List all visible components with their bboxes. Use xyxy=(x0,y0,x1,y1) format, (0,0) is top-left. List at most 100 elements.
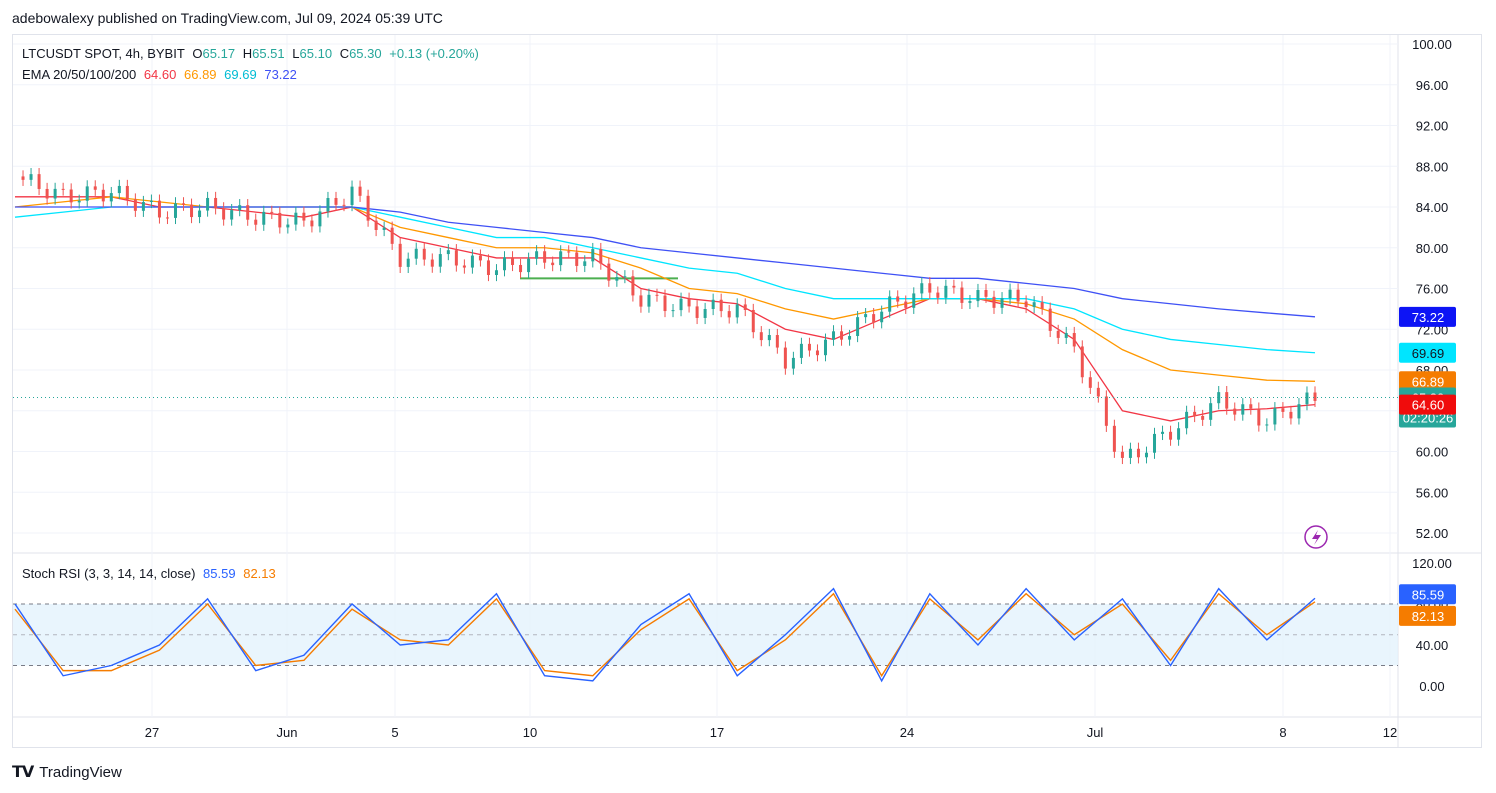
candle-body xyxy=(198,210,202,218)
price-badge-label: 69.69 xyxy=(1412,346,1445,361)
candle-body xyxy=(206,197,210,211)
candle-body xyxy=(807,343,811,351)
candle-body xyxy=(1064,333,1068,338)
rsi-tick-label: 0.00 xyxy=(1419,679,1444,694)
candle-body xyxy=(912,293,916,308)
candle-body xyxy=(679,298,683,311)
candle-body xyxy=(567,251,571,253)
candle-body xyxy=(799,343,803,358)
candle-body xyxy=(1088,377,1092,388)
rsi-badge xyxy=(1399,584,1456,605)
candle-body xyxy=(350,186,354,206)
time-tick-label: Jul xyxy=(1087,725,1104,740)
candle-body xyxy=(494,270,498,276)
candle-body xyxy=(703,308,707,318)
price-badge xyxy=(1399,394,1456,415)
candle-body xyxy=(222,208,226,220)
candle-body xyxy=(976,290,980,302)
candle-body xyxy=(462,265,466,268)
rsi-badge-label: 85.59 xyxy=(1412,587,1445,602)
candle-body xyxy=(1096,387,1100,397)
price-badge-label: 66.89 xyxy=(1412,374,1445,389)
candle-body xyxy=(832,331,836,340)
stoch-k-line xyxy=(14,587,1316,683)
time-tick-label: Jun xyxy=(277,725,298,740)
ema100-value: 69.69 xyxy=(224,67,257,82)
candle-body xyxy=(1128,448,1132,458)
candle-body xyxy=(374,220,378,230)
candle-body xyxy=(783,347,787,369)
candle-body xyxy=(503,257,507,271)
candle-body xyxy=(711,299,715,309)
candle-body xyxy=(872,314,876,323)
candle-body xyxy=(141,202,145,211)
candle-body xyxy=(527,258,531,273)
candle-body xyxy=(543,251,547,263)
tradingview-logo[interactable]: 𝗧𝗩 TradingView xyxy=(12,762,122,782)
candle-body xyxy=(759,332,763,341)
candle-body xyxy=(422,248,426,260)
candle-body xyxy=(382,227,386,230)
time-tick-label: 12 xyxy=(1383,725,1397,740)
price-tick-label: 84.00 xyxy=(1416,200,1449,215)
ema50-value: 66.89 xyxy=(184,67,217,82)
candle-body xyxy=(29,174,33,180)
candle-body xyxy=(1313,392,1317,401)
candle-body xyxy=(278,212,282,228)
price-tick-label: 76.00 xyxy=(1416,282,1449,297)
tv-logo-icon: 𝗧𝗩 xyxy=(12,764,34,781)
candle-body xyxy=(157,200,161,218)
candle-body xyxy=(671,310,675,312)
candle-body xyxy=(767,335,771,341)
candle-body xyxy=(743,304,747,310)
candle-body xyxy=(1193,411,1197,416)
candle-body xyxy=(1169,431,1173,440)
candle-body xyxy=(1257,408,1261,426)
candle-body xyxy=(117,185,121,194)
price-badge-label: 73.22 xyxy=(1412,310,1445,325)
candle-body xyxy=(695,306,699,318)
candle-body xyxy=(1048,308,1052,331)
stoch-d-value: 82.13 xyxy=(243,566,276,581)
candle-body xyxy=(182,203,186,205)
open-value: 65.17 xyxy=(202,46,236,61)
candle-body xyxy=(446,250,450,255)
candle-body xyxy=(631,276,635,296)
candle-body xyxy=(414,248,418,259)
candle-body xyxy=(302,212,306,221)
price-badge-label: 64.60 xyxy=(1412,398,1445,413)
candle-body xyxy=(928,283,932,293)
open-label: O xyxy=(192,46,203,61)
publisher-line: adebowalexy published on TradingView.com… xyxy=(12,10,443,26)
candle-body xyxy=(398,243,402,267)
candle-body xyxy=(896,296,900,302)
candle-body xyxy=(101,189,105,202)
candle-body xyxy=(1008,289,1012,299)
candle-body xyxy=(1016,289,1020,302)
candle-body xyxy=(470,255,474,268)
time-tick-label: 17 xyxy=(710,725,724,740)
candle-body xyxy=(334,198,338,205)
candle-body xyxy=(254,219,258,225)
candle-body xyxy=(342,204,346,206)
candle-body xyxy=(133,199,137,211)
candle-body xyxy=(1233,408,1237,415)
close-value: 65.30 xyxy=(349,46,382,61)
candle-body xyxy=(1056,330,1060,338)
candle-body xyxy=(294,212,298,225)
price-tick-label: 100.00 xyxy=(1412,37,1452,52)
price-tick-label: 96.00 xyxy=(1416,78,1449,93)
candle-body xyxy=(575,252,579,266)
candle-body xyxy=(262,211,266,225)
candle-body xyxy=(1040,302,1044,309)
candle-body xyxy=(1225,392,1229,409)
candle-body xyxy=(984,290,988,297)
candle-body xyxy=(591,249,595,262)
candle-body xyxy=(238,205,242,211)
candle-body xyxy=(318,211,322,227)
candle-body xyxy=(952,285,956,288)
candle-body xyxy=(1177,428,1181,440)
candle-body xyxy=(173,203,177,218)
ema20-value: 64.60 xyxy=(143,67,177,82)
